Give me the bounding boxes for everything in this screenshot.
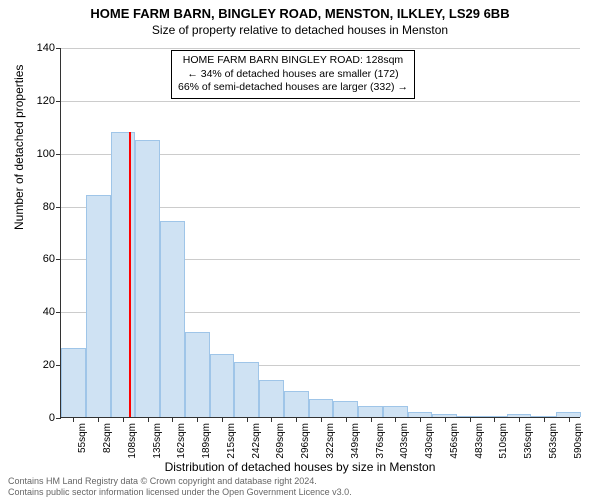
x-tick-label: 483sqm	[474, 423, 485, 459]
x-tick-label: 376sqm	[375, 423, 386, 459]
x-tick-mark	[395, 417, 396, 422]
y-tick-label: 100	[37, 148, 55, 160]
x-tick-mark	[271, 417, 272, 422]
chart-title: HOME FARM BARN, BINGLEY ROAD, MENSTON, I…	[0, 0, 600, 21]
x-tick-mark	[296, 417, 297, 422]
x-tick-mark	[420, 417, 421, 422]
x-tick-label: 108sqm	[127, 423, 138, 459]
footer-attribution: Contains HM Land Registry data © Crown c…	[8, 476, 352, 498]
histogram-bar	[259, 380, 284, 417]
x-tick-label: 215sqm	[226, 423, 237, 459]
x-tick-mark	[172, 417, 173, 422]
y-tick-label: 80	[43, 201, 55, 213]
x-tick-label: 430sqm	[424, 423, 435, 459]
x-tick-mark	[247, 417, 248, 422]
x-tick-mark	[544, 417, 545, 422]
y-tick-mark	[56, 312, 61, 313]
y-tick-mark	[56, 259, 61, 260]
y-tick-mark	[56, 48, 61, 49]
y-tick-label: 20	[43, 359, 55, 371]
histogram-bar	[333, 401, 358, 417]
x-tick-label: 269sqm	[275, 423, 286, 459]
x-tick-mark	[123, 417, 124, 422]
x-tick-label: 456sqm	[449, 423, 460, 459]
histogram-bar	[284, 391, 309, 417]
annotation-line2: ← 34% of detached houses are smaller (17…	[178, 68, 408, 82]
x-tick-label: 242sqm	[251, 423, 262, 459]
histogram-bar	[86, 195, 111, 417]
histogram-bar	[61, 348, 86, 417]
x-tick-mark	[98, 417, 99, 422]
x-tick-label: 189sqm	[201, 423, 212, 459]
y-tick-mark	[56, 418, 61, 419]
x-tick-label: 322sqm	[325, 423, 336, 459]
histogram-bar	[111, 132, 136, 417]
y-tick-label: 140	[37, 42, 55, 54]
histogram-bar	[309, 399, 334, 418]
x-tick-label: 536sqm	[523, 423, 534, 459]
histogram-bar	[210, 354, 235, 417]
x-tick-mark	[321, 417, 322, 422]
y-tick-label: 120	[37, 95, 55, 107]
x-tick-mark	[73, 417, 74, 422]
x-tick-label: 82sqm	[102, 423, 113, 453]
x-tick-label: 563sqm	[548, 423, 559, 459]
x-tick-label: 590sqm	[573, 423, 584, 459]
y-tick-label: 0	[49, 412, 55, 424]
x-tick-label: 510sqm	[498, 423, 509, 459]
gridline	[61, 101, 580, 102]
x-tick-label: 349sqm	[350, 423, 361, 459]
x-tick-label: 403sqm	[399, 423, 410, 459]
histogram-bar	[135, 140, 160, 418]
histogram-bar	[234, 362, 259, 418]
x-tick-label: 296sqm	[300, 423, 311, 459]
y-tick-mark	[56, 101, 61, 102]
x-tick-mark	[470, 417, 471, 422]
x-tick-mark	[222, 417, 223, 422]
histogram-bar	[185, 332, 210, 417]
x-tick-label: 162sqm	[176, 423, 187, 459]
gridline	[61, 48, 580, 49]
x-tick-mark	[494, 417, 495, 422]
footer-line1: Contains HM Land Registry data © Crown c…	[8, 476, 352, 487]
x-tick-mark	[371, 417, 372, 422]
y-axis-label: Number of detached properties	[12, 65, 26, 230]
x-axis-label: Distribution of detached houses by size …	[0, 460, 600, 474]
plot-area: 02040608010012014055sqm82sqm108sqm135sqm…	[60, 48, 580, 418]
x-tick-mark	[148, 417, 149, 422]
y-tick-label: 60	[43, 253, 55, 265]
chart-container: HOME FARM BARN, BINGLEY ROAD, MENSTON, I…	[0, 0, 600, 500]
histogram-bar	[160, 221, 185, 417]
annotation-box: HOME FARM BARN BINGLEY ROAD: 128sqm ← 34…	[171, 50, 415, 99]
annotation-line1: HOME FARM BARN BINGLEY ROAD: 128sqm	[178, 54, 408, 68]
property-marker-line	[129, 132, 131, 417]
y-tick-mark	[56, 207, 61, 208]
histogram-bar	[358, 406, 383, 417]
annotation-line3: 66% of semi-detached houses are larger (…	[178, 81, 408, 95]
x-tick-mark	[569, 417, 570, 422]
x-tick-mark	[346, 417, 347, 422]
x-tick-mark	[445, 417, 446, 422]
x-tick-mark	[519, 417, 520, 422]
y-tick-label: 40	[43, 306, 55, 318]
footer-line2: Contains public sector information licen…	[8, 487, 352, 498]
x-tick-label: 135sqm	[152, 423, 163, 459]
chart-subtitle: Size of property relative to detached ho…	[0, 23, 600, 37]
x-tick-mark	[197, 417, 198, 422]
histogram-bar	[383, 406, 408, 417]
y-tick-mark	[56, 154, 61, 155]
x-tick-label: 55sqm	[77, 423, 88, 453]
